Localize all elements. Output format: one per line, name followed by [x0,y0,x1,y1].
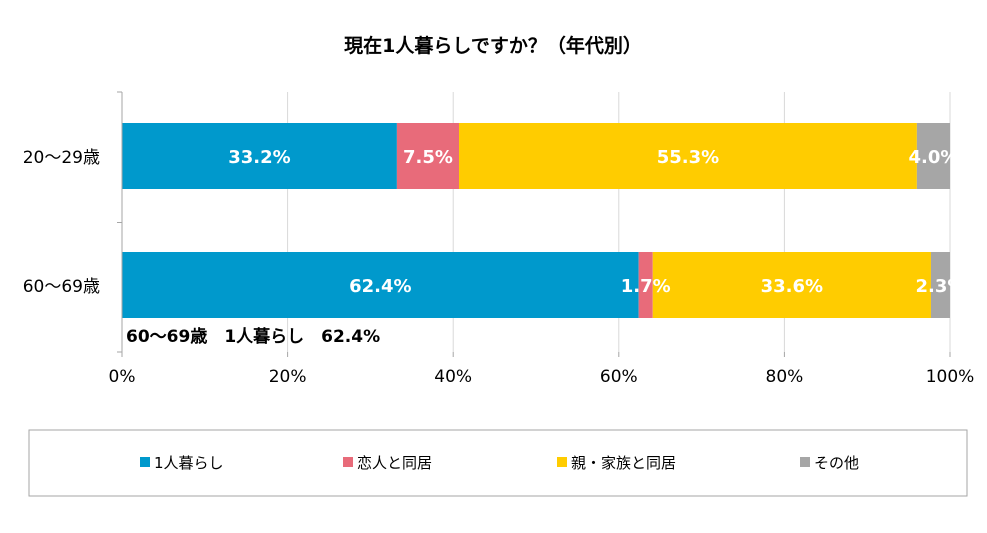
legend-swatch [800,457,810,467]
bar-value-label: 7.5% [403,147,453,168]
legend-swatch [557,457,567,467]
bar-segment [638,252,653,318]
bar-segment [930,252,950,318]
bar-segment [122,123,397,189]
bar-segment [122,252,639,318]
bar-value-label: 62.4% [349,276,411,297]
category-label: 20〜29歳 [23,148,100,168]
x-tick-label: 20% [269,367,307,387]
x-tick-label: 60% [600,367,638,387]
bar-segment [652,252,931,318]
bar-value-label: 1.7% [621,276,671,297]
x-tick-label: 0% [109,367,136,387]
bar-segment [916,123,950,189]
bar-value-label: 4.0% [908,147,958,168]
legend-swatch [343,457,353,467]
bar-value-label: 55.3% [657,147,719,168]
x-tick-label: 100% [926,367,975,387]
bar-segment [396,123,459,189]
category-label: 60〜69歳 [23,277,100,297]
legend-box [28,429,968,497]
bar-value-label: 2.3% [916,276,966,297]
legend-swatch [140,457,150,467]
legend-label: 親・家族と同居 [571,454,676,472]
legend-label: 恋人と同居 [357,454,432,472]
x-tick-label: 80% [766,367,804,387]
bar-value-label: 33.6% [761,276,823,297]
bars: 33.2% 7.5% 55.3% 4.0% 62.4% 1.7% 33.6% 2.3% [122,123,965,318]
axes: 0% 20% 40% 60% 80% 100% 20〜29歳 60〜69歳 [23,91,975,387]
x-tick-label: 40% [434,367,472,387]
legend-label: その他 [814,454,859,472]
annotation-label: 60〜69歳 1人暮らし 62.4% [126,326,380,347]
bar-segment [458,123,917,189]
legend: 1人暮らし 恋人と同居 親・家族と同居 その他 [28,429,968,497]
bar-value-label: 33.2% [228,147,290,168]
legend-label: 1人暮らし [154,454,224,472]
chart-title: 現在1人暮らしですか？（年代別） [344,34,642,57]
